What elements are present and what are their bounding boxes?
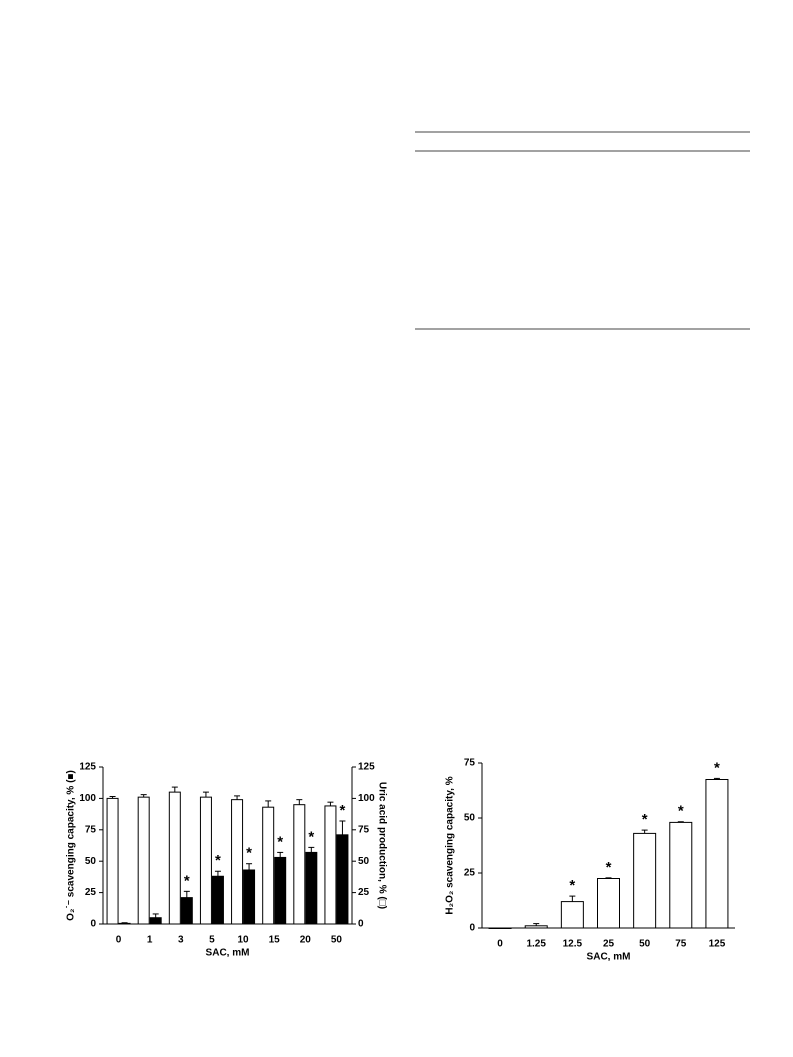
x-tick-label: 10: [238, 935, 250, 946]
significance-star: *: [184, 872, 190, 889]
significance-star: *: [246, 845, 252, 862]
bar: [106, 797, 119, 925]
bar: [274, 856, 287, 925]
y2-tick-label: 25: [358, 887, 370, 898]
x-tick-label: 50: [639, 939, 651, 950]
x-tick-label: 3: [178, 935, 184, 946]
x-tick-label: 0: [116, 935, 122, 946]
bar: [149, 917, 162, 925]
y-tick-label: 25: [85, 887, 97, 898]
significance-star: *: [277, 833, 283, 850]
y2-tick-label: 0: [358, 919, 364, 930]
significance-star: *: [569, 877, 575, 894]
bar: [293, 804, 306, 925]
x-tick-label: 12.5: [563, 939, 583, 950]
x-tick-label: 75: [675, 939, 687, 950]
bar: [524, 925, 548, 929]
bar: [118, 922, 131, 925]
significance-star: *: [642, 811, 648, 828]
y-axis-label: O₂˙⁻ scavenging capacity, % (■): [66, 770, 77, 921]
bar: [705, 779, 729, 929]
significance-star: *: [215, 852, 221, 869]
bar: [669, 821, 693, 929]
significance-star: *: [678, 803, 684, 820]
x-axis-label: SAC, mM: [206, 948, 250, 959]
bar: [597, 878, 620, 929]
y-tick-label: 50: [464, 813, 476, 824]
y-tick-label: 75: [464, 758, 476, 769]
y2-tick-label: 100: [358, 793, 375, 804]
bar: [560, 901, 584, 929]
significance-star: *: [606, 859, 612, 876]
x-tick-label: 15: [269, 935, 281, 946]
y-tick-label: 75: [85, 824, 97, 835]
y2-tick-label: 50: [358, 856, 370, 867]
x-tick-label: 1.25: [526, 939, 546, 950]
significance-star: *: [308, 828, 314, 845]
x-tick-label: 0: [497, 939, 503, 950]
y-tick-label: 0: [469, 923, 475, 934]
y-tick-label: 125: [79, 762, 96, 773]
y2-tick-label: 125: [358, 762, 375, 773]
y-tick-label: 50: [85, 856, 97, 867]
bar: [168, 791, 181, 925]
x-axis-label: SAC, mM: [587, 952, 631, 963]
x-tick-label: 1: [147, 935, 153, 946]
bar: [243, 869, 256, 925]
bar: [633, 832, 657, 929]
x-tick-label: 20: [300, 935, 312, 946]
bar: [180, 897, 193, 925]
y-tick-label: 100: [79, 793, 96, 804]
significance-star: *: [340, 802, 346, 819]
bar: [199, 796, 212, 925]
x-tick-label: 50: [331, 935, 343, 946]
bar: [137, 796, 150, 925]
bar: [305, 851, 318, 925]
significance-star: *: [714, 759, 720, 776]
x-tick-label: 5: [209, 935, 215, 946]
x-tick-label: 125: [709, 939, 726, 950]
bar: [336, 834, 349, 925]
bar: [262, 806, 275, 925]
y2-axis-label: Uric acid production, % (□): [376, 782, 387, 909]
y-tick-label: 25: [464, 868, 476, 879]
bar: [324, 805, 337, 925]
bar: [211, 875, 224, 925]
y-tick-label: 0: [90, 919, 96, 930]
y-axis-label: H₂O₂ scavenging capacity, %: [445, 776, 456, 914]
x-tick-label: 25: [603, 939, 615, 950]
bar: [231, 799, 244, 925]
y2-tick-label: 75: [358, 824, 370, 835]
